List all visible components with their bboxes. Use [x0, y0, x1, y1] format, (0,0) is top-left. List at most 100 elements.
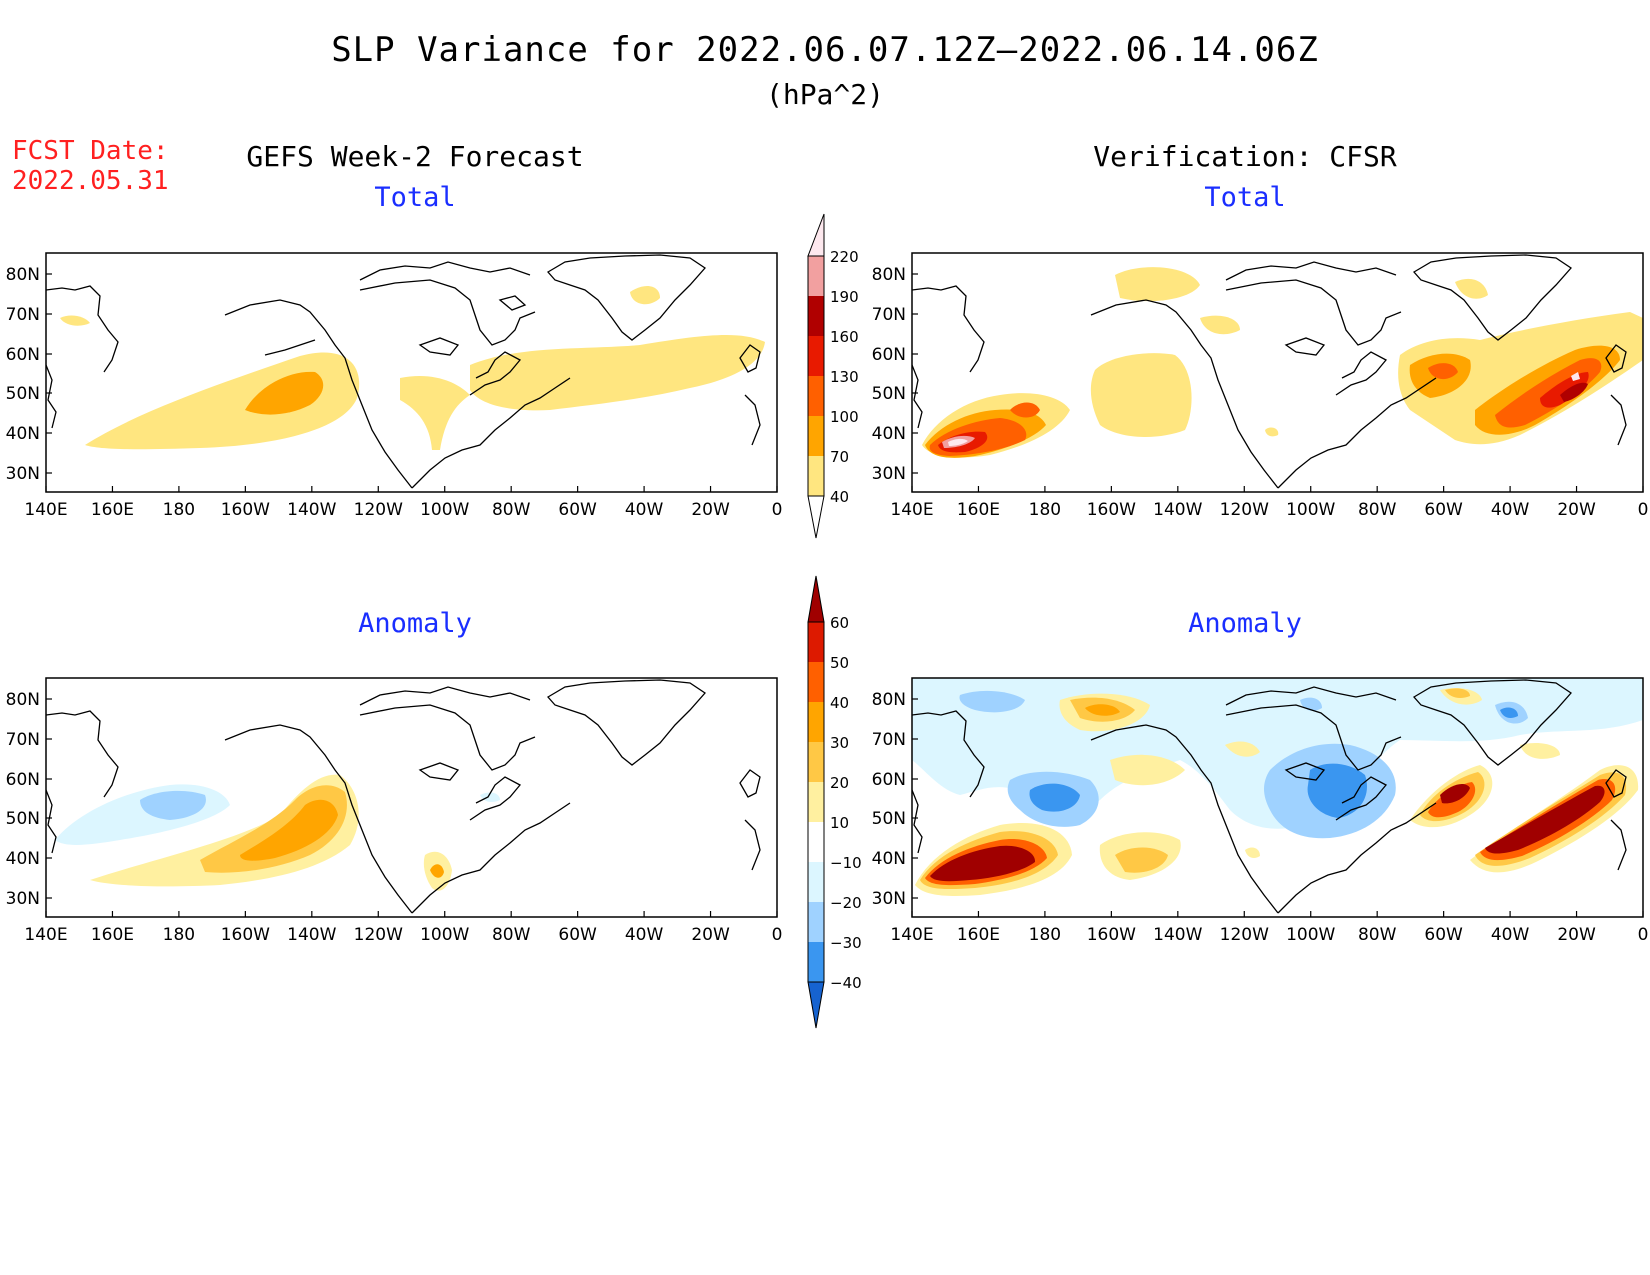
lon-tick-label: 60W — [1424, 925, 1463, 945]
verification-anomaly-coastlines — [912, 679, 1627, 914]
lon-tick-label: 160E — [91, 500, 134, 520]
lon-tick-label: 160W — [1087, 925, 1136, 945]
lat-tick-label: 40N — [6, 849, 40, 869]
lat-tick-label: 60N — [872, 345, 906, 365]
colorbar-label: 160 — [830, 328, 859, 346]
lon-tick-label: 140E — [890, 500, 933, 520]
anomaly-above-60-contour — [1440, 784, 1470, 804]
variance-40-70-contour — [630, 286, 660, 305]
lon-tick-label: 140E — [24, 500, 67, 520]
colorbar-swatch — [808, 456, 824, 496]
lon-tick-label: 40W — [625, 925, 664, 945]
lon-tick-label: 100W — [1286, 500, 1335, 520]
lat-tick-label: 60N — [6, 770, 40, 790]
coastline — [546, 254, 706, 341]
colorbar-label: 40 — [830, 694, 849, 712]
coastline — [264, 339, 316, 356]
colorbar-upper-arrow — [807, 575, 825, 623]
coastline — [1605, 769, 1627, 798]
colorbar-label: 70 — [830, 448, 849, 466]
colorbar-swatch — [808, 662, 824, 702]
coastline — [1335, 776, 1388, 821]
lat-tick-label: 60N — [6, 345, 40, 365]
lon-tick-label: 0 — [772, 500, 783, 520]
anomaly-minus30-minus40-contour — [1500, 707, 1518, 718]
anomaly-above-60-contour — [930, 845, 1036, 882]
lat-tick-label: 50N — [872, 809, 906, 829]
lat-tick-label: 80N — [872, 265, 906, 285]
lon-tick-label: 20W — [1557, 925, 1596, 945]
lon-tick-label: 180 — [1029, 925, 1061, 945]
total-colorbar: 40 70 100 130 160 190 220 — [807, 213, 859, 539]
forecast-anomaly-shading — [55, 774, 500, 891]
verification-total-shading — [922, 267, 1643, 458]
colorbar-swatch — [808, 702, 824, 742]
lon-tick-label: 0 — [772, 925, 783, 945]
coastline — [498, 295, 527, 311]
lat-tick-label: 50N — [872, 384, 906, 404]
lon-tick-label: 120W — [1220, 500, 1269, 520]
colorbar-swatch — [808, 376, 824, 416]
colorbar-swatch — [808, 782, 824, 822]
coastline — [359, 686, 531, 706]
colorbar-label: 100 — [830, 408, 859, 426]
lat-tick-label: 40N — [872, 849, 906, 869]
lon-tick-label: 140W — [287, 500, 336, 520]
coastline — [1284, 762, 1326, 781]
colorbar-label: 130 — [830, 368, 859, 386]
coastline — [912, 710, 985, 798]
lat-tick-label: 70N — [872, 305, 906, 325]
coastline — [1412, 254, 1572, 341]
anomaly-10-20-contour — [1245, 847, 1260, 858]
verification-anomaly-frame — [911, 677, 1644, 918]
variance-40-70-contour — [1090, 353, 1192, 437]
coastline — [359, 279, 536, 346]
verification-anomaly-shading — [912, 678, 1643, 896]
verification-total-lon-axis: 140E 160E 180 160W 140W 120W 100W 80W 60W 40W 20W 0 — [890, 486, 1648, 520]
lon-tick-label: 140W — [1153, 925, 1202, 945]
forecast-anomaly-coastlines — [46, 679, 761, 914]
variance-40-70-contour — [470, 334, 765, 411]
figure-title: SLP Variance for 2022.06.07.12Z–2022.06.… — [331, 30, 1319, 70]
coastline — [469, 776, 522, 821]
lon-tick-label: 180 — [163, 925, 195, 945]
variance-100-130-contour — [1010, 402, 1040, 418]
variance-160-190-contour — [1560, 382, 1588, 402]
coastline — [744, 394, 761, 446]
lon-tick-label: 100W — [420, 500, 469, 520]
lon-tick-label: 40W — [1491, 925, 1530, 945]
coastline — [469, 351, 522, 396]
colorbar-label: −40 — [830, 974, 862, 992]
variance-40-70-contour — [60, 315, 90, 326]
coastline — [411, 802, 571, 914]
colorbar-swatch — [808, 256, 824, 296]
coastline — [1225, 686, 1397, 706]
anomaly-30-40-contour — [240, 799, 338, 861]
coastline — [359, 704, 536, 771]
variance-100-130-contour — [1428, 363, 1458, 380]
coastline — [739, 344, 761, 373]
lon-tick-label: 40W — [625, 500, 664, 520]
anomaly-20-30-contour — [1115, 847, 1168, 873]
coastline — [46, 789, 57, 854]
verification-anomaly-map: 140E 160E 180 160W 140W 120W 100W 80W 60W 40W 20W 0… — [872, 677, 1648, 945]
forecast-total-lon-axis: 140E 160E 180 160W 140W 120W 100W 80W 60W 40W 20W 0 — [24, 486, 782, 520]
lat-tick-label: 70N — [872, 730, 906, 750]
lat-tick-label: 50N — [6, 809, 40, 829]
forecast-anomaly-frame — [45, 677, 778, 918]
colorbar-label: 220 — [830, 248, 859, 266]
variance-70-100-contour — [245, 371, 324, 415]
anomaly-10-20-contour — [1225, 741, 1260, 757]
anomaly-minus20-minus30-contour — [959, 690, 1025, 713]
forecast-total-shading — [60, 286, 765, 450]
verification-anomaly-lon-axis: 140E 160E 180 160W 140W 120W 100W 80W 60W 40W 20W 0 — [890, 911, 1648, 945]
coastline — [359, 261, 531, 281]
variance-40-70-contour — [1455, 278, 1488, 299]
forecast-anomaly-title: Anomaly — [358, 608, 472, 639]
forecast-column-title: GEFS Week-2 Forecast — [246, 140, 584, 173]
variance-40-70-contour — [1398, 312, 1643, 445]
colorbar-swatch — [808, 862, 824, 902]
coastline — [912, 364, 923, 429]
lat-tick-label: 70N — [6, 305, 40, 325]
